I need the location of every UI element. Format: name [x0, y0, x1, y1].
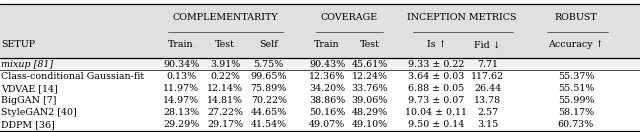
Text: VDVAE [14]: VDVAE [14]	[1, 84, 58, 93]
Text: 29.29%: 29.29%	[163, 120, 199, 129]
Text: COMPLEMENTARITY: COMPLEMENTARITY	[172, 13, 278, 22]
Text: 55.99%: 55.99%	[557, 96, 595, 105]
Text: 0.22%: 0.22%	[211, 72, 240, 81]
Text: 7.71: 7.71	[477, 60, 498, 69]
Text: 27.22%: 27.22%	[207, 108, 243, 117]
Text: 14.81%: 14.81%	[207, 96, 243, 105]
Bar	[0, 32, 640, 58]
Text: Fid ↓: Fid ↓	[474, 40, 501, 49]
Text: Accuracy ↑: Accuracy ↑	[548, 40, 604, 49]
Text: BigGAN [7]: BigGAN [7]	[1, 96, 57, 105]
Text: 45.61%: 45.61%	[352, 60, 388, 69]
Text: 60.73%: 60.73%	[558, 120, 594, 129]
Text: 28.13%: 28.13%	[163, 108, 199, 117]
Bar	[0, 4, 640, 32]
Text: Is ↑: Is ↑	[427, 40, 446, 49]
Text: 12.24%: 12.24%	[352, 72, 388, 81]
Text: Test: Test	[215, 40, 236, 49]
Text: 49.10%: 49.10%	[352, 120, 388, 129]
Text: 34.20%: 34.20%	[309, 84, 345, 93]
Text: Self: Self	[259, 40, 278, 49]
Text: 38.86%: 38.86%	[309, 96, 345, 105]
Text: SETUP: SETUP	[1, 40, 35, 49]
Text: 44.65%: 44.65%	[251, 108, 287, 117]
Text: StyleGAN2 [40]: StyleGAN2 [40]	[1, 108, 77, 117]
Text: Test: Test	[360, 40, 380, 49]
Text: 99.65%: 99.65%	[250, 72, 287, 81]
Text: 55.51%: 55.51%	[558, 84, 594, 93]
Text: 70.22%: 70.22%	[251, 96, 287, 105]
Text: 9.73 ± 0.07: 9.73 ± 0.07	[408, 96, 465, 105]
Text: 29.17%: 29.17%	[207, 120, 243, 129]
Text: 12.14%: 12.14%	[207, 84, 243, 93]
Text: 2.57: 2.57	[477, 108, 499, 117]
Text: 55.37%: 55.37%	[558, 72, 594, 81]
Text: 3.64 ± 0.03: 3.64 ± 0.03	[408, 72, 465, 81]
Text: Class-conditional Gaussian-fit: Class-conditional Gaussian-fit	[1, 72, 145, 81]
Text: 90.43%: 90.43%	[309, 60, 345, 69]
Text: 49.07%: 49.07%	[309, 120, 345, 129]
Text: 26.44: 26.44	[474, 84, 501, 93]
Text: 58.17%: 58.17%	[558, 108, 594, 117]
Text: 9.50 ± 0.14: 9.50 ± 0.14	[408, 120, 465, 129]
Text: INCEPTION METRICS: INCEPTION METRICS	[407, 13, 517, 22]
Text: COVERAGE: COVERAGE	[320, 13, 378, 22]
Text: 9.33 ± 0.22: 9.33 ± 0.22	[408, 60, 465, 69]
Text: 41.54%: 41.54%	[251, 120, 287, 129]
Text: 12.36%: 12.36%	[309, 72, 345, 81]
Text: 11.97%: 11.97%	[163, 84, 199, 93]
Text: 3.15: 3.15	[477, 120, 499, 129]
Text: 0.13%: 0.13%	[166, 72, 196, 81]
Text: 50.16%: 50.16%	[309, 108, 345, 117]
Text: 5.75%: 5.75%	[253, 60, 284, 69]
Text: Train: Train	[168, 40, 194, 49]
Text: 39.06%: 39.06%	[352, 96, 388, 105]
Text: 3.91%: 3.91%	[210, 60, 241, 69]
Text: 48.29%: 48.29%	[352, 108, 388, 117]
Text: ROBUST: ROBUST	[555, 13, 597, 22]
Text: 13.78: 13.78	[474, 96, 501, 105]
Text: Train: Train	[314, 40, 340, 49]
Text: 6.88 ± 0.05: 6.88 ± 0.05	[408, 84, 465, 93]
Text: DDPM [36]: DDPM [36]	[1, 120, 55, 129]
Text: 75.89%: 75.89%	[251, 84, 287, 93]
Text: 14.97%: 14.97%	[163, 96, 199, 105]
Text: mixup [81]: mixup [81]	[1, 60, 53, 69]
Text: 117.62: 117.62	[471, 72, 504, 81]
Text: 90.34%: 90.34%	[163, 60, 199, 69]
Bar	[0, 58, 640, 70]
Text: 33.76%: 33.76%	[352, 84, 388, 93]
Text: 10.04 ± 0.11: 10.04 ± 0.11	[406, 108, 467, 117]
